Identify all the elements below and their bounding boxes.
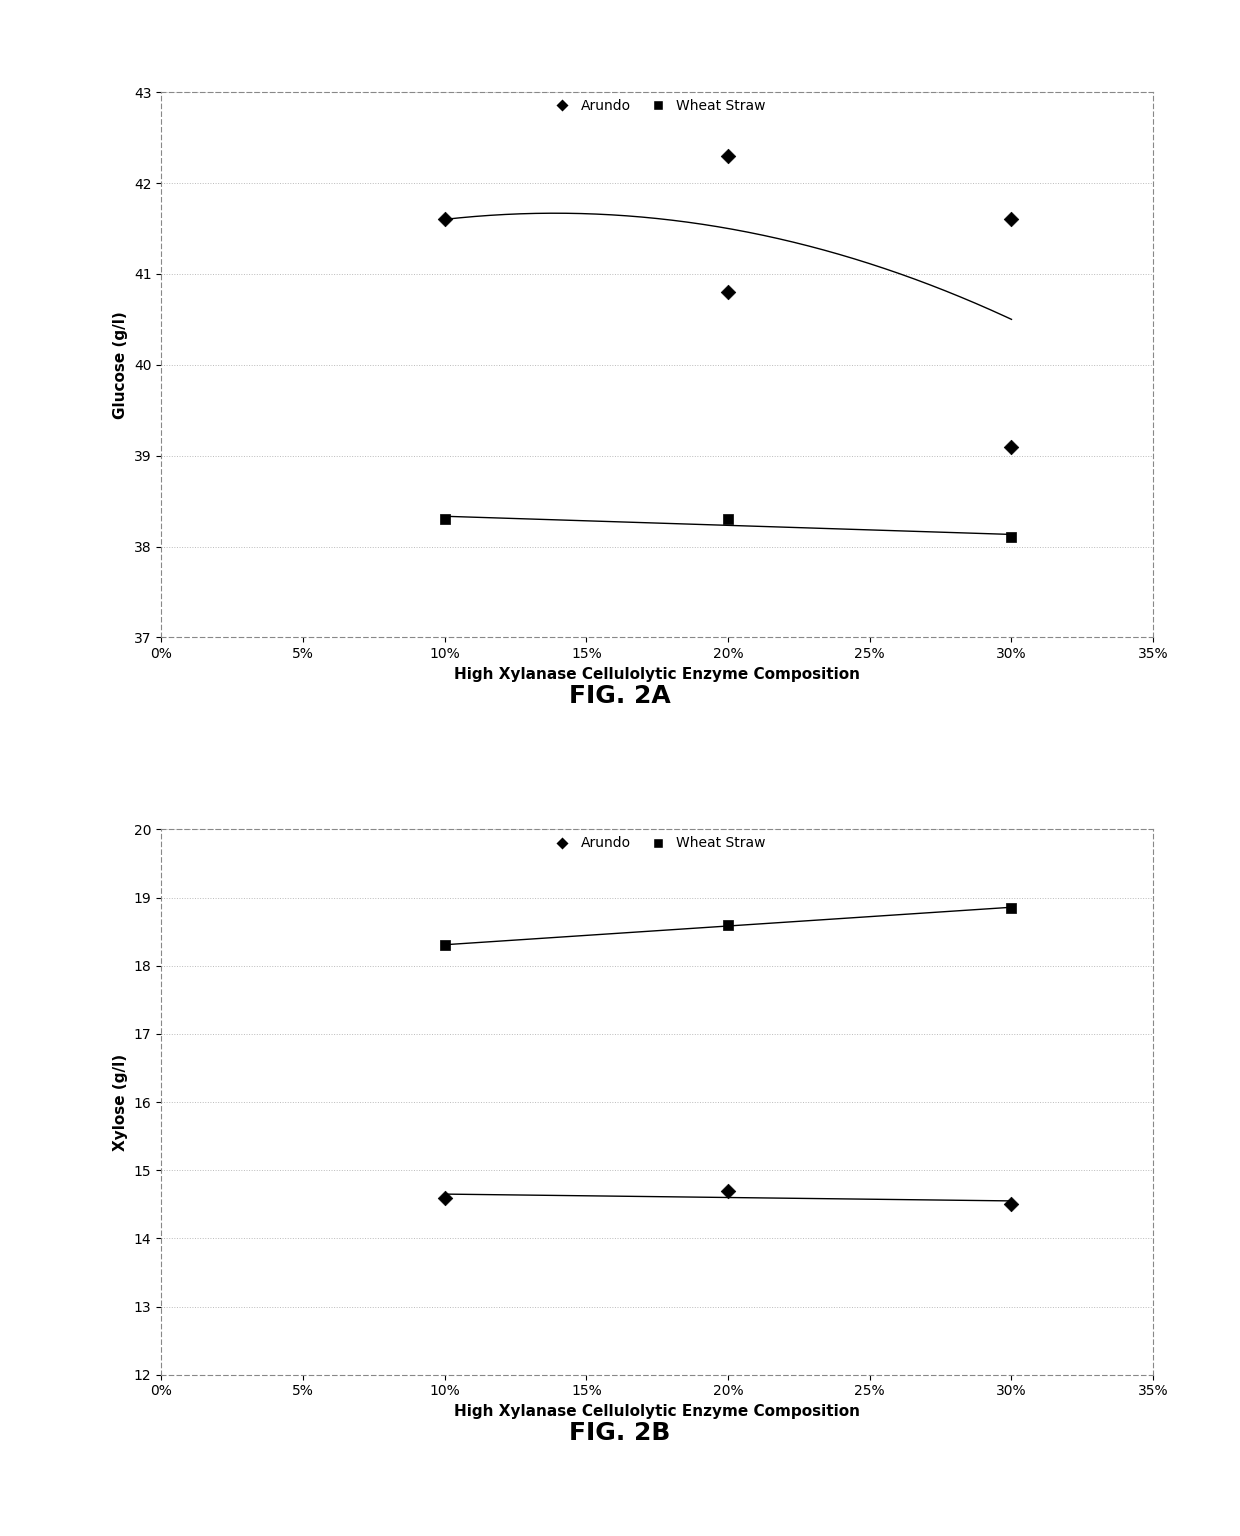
Point	[718, 912, 738, 937]
Y-axis label: Xylose (g/l): Xylose (g/l)	[113, 1054, 128, 1150]
Point	[718, 143, 738, 167]
Text: FIG. 2A: FIG. 2A	[569, 684, 671, 708]
Point	[1002, 435, 1022, 459]
Point	[718, 507, 738, 531]
Point	[718, 280, 738, 304]
Legend: Arundo, Wheat Straw: Arundo, Wheat Straw	[543, 831, 771, 856]
Point	[1002, 207, 1022, 232]
Point	[718, 1178, 738, 1203]
Point	[435, 932, 455, 957]
Point	[435, 207, 455, 232]
Point	[435, 507, 455, 531]
X-axis label: High Xylanase Cellulolytic Enzyme Composition: High Xylanase Cellulolytic Enzyme Compos…	[454, 1404, 861, 1419]
Point	[1002, 525, 1022, 550]
X-axis label: High Xylanase Cellulolytic Enzyme Composition: High Xylanase Cellulolytic Enzyme Compos…	[454, 667, 861, 682]
Y-axis label: Glucose (g/l): Glucose (g/l)	[113, 310, 128, 419]
Point	[435, 1186, 455, 1210]
Text: FIG. 2B: FIG. 2B	[569, 1421, 671, 1445]
Point	[1002, 1192, 1022, 1217]
Legend: Arundo, Wheat Straw: Arundo, Wheat Straw	[543, 94, 771, 118]
Point	[1002, 895, 1022, 920]
